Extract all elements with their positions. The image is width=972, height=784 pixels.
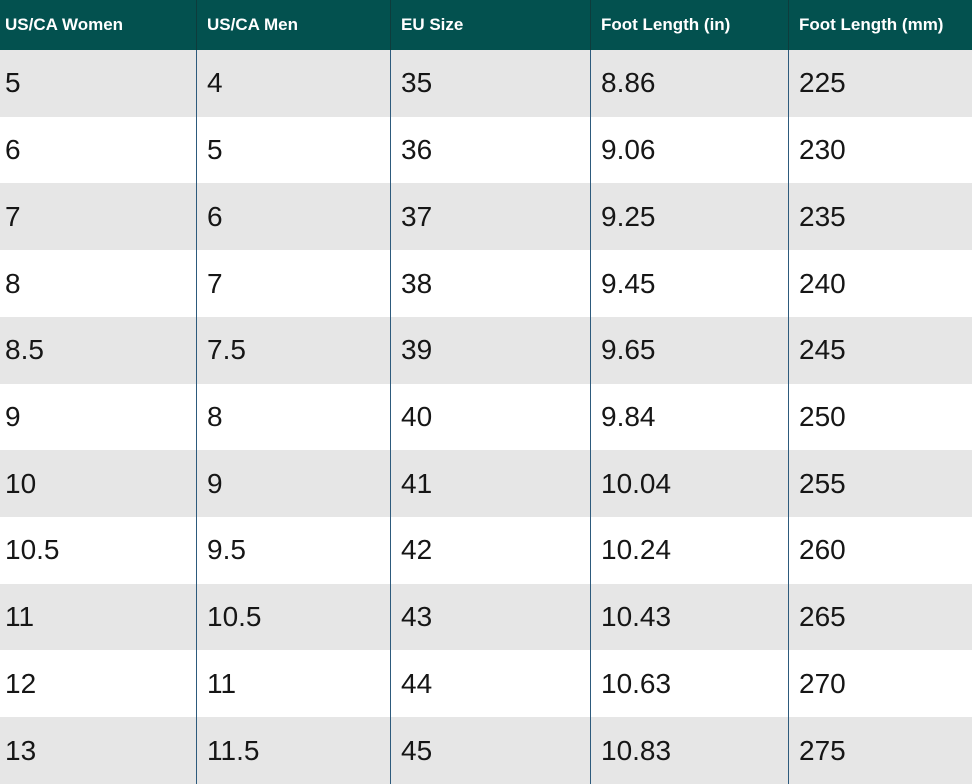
table-cell: 38 — [390, 250, 590, 317]
table-cell: 11 — [196, 650, 390, 718]
table-cell: 8.5 — [0, 316, 196, 384]
table-cell: 9 — [196, 450, 390, 518]
table-cell: 270 — [788, 650, 972, 718]
table-cell: 37 — [390, 183, 590, 251]
table-cell: 45 — [390, 717, 590, 784]
table-cell: 7 — [0, 183, 196, 251]
column-header: EU Size — [390, 0, 590, 50]
table-cell: 40 — [390, 383, 590, 451]
table-cell: 42 — [390, 517, 590, 584]
table-cell: 5 — [0, 50, 196, 117]
table-cell: 44 — [390, 650, 590, 718]
table-cell: 9.25 — [590, 183, 788, 251]
table-cell: 8 — [0, 250, 196, 317]
table-cell: 39 — [390, 316, 590, 384]
table-cell: 11 — [0, 583, 196, 651]
table-cell: 41 — [390, 450, 590, 518]
table-cell: 35 — [390, 50, 590, 117]
table-cell: 10.63 — [590, 650, 788, 718]
table-cell: 10.83 — [590, 717, 788, 784]
table-cell: 265 — [788, 583, 972, 651]
table-cell: 255 — [788, 450, 972, 518]
table-cell: 13 — [0, 717, 196, 784]
table-cell: 12 — [0, 650, 196, 718]
table-cell: 8 — [196, 383, 390, 451]
table-cell: 43 — [390, 583, 590, 651]
column-header: US/CA Men — [196, 0, 390, 50]
table-cell: 36 — [390, 116, 590, 184]
table-cell: 9.06 — [590, 116, 788, 184]
table-cell: 225 — [788, 50, 972, 117]
table-cell: 245 — [788, 316, 972, 384]
table-cell: 9 — [0, 383, 196, 451]
table-cell: 235 — [788, 183, 972, 251]
table-cell: 240 — [788, 250, 972, 317]
table-cell: 9.45 — [590, 250, 788, 317]
table-cell: 9.84 — [590, 383, 788, 451]
table-cell: 4 — [196, 50, 390, 117]
table-cell: 275 — [788, 717, 972, 784]
table-cell: 11.5 — [196, 717, 390, 784]
table-cell: 10.04 — [590, 450, 788, 518]
table-cell: 10 — [0, 450, 196, 518]
table-cell: 10.43 — [590, 583, 788, 651]
table-cell: 7 — [196, 250, 390, 317]
table-cell: 5 — [196, 116, 390, 184]
column-header: Foot Length (in) — [590, 0, 788, 50]
table-cell: 250 — [788, 383, 972, 451]
table-cell: 7.5 — [196, 316, 390, 384]
table-cell: 8.86 — [590, 50, 788, 117]
table-cell: 10.5 — [0, 517, 196, 584]
column-header: US/CA Women — [0, 0, 196, 50]
table-cell: 9.65 — [590, 316, 788, 384]
column-header: Foot Length (mm) — [788, 0, 972, 50]
table-cell: 260 — [788, 517, 972, 584]
table-cell: 10.24 — [590, 517, 788, 584]
table-cell: 230 — [788, 116, 972, 184]
table-cell: 6 — [196, 183, 390, 251]
table-cell: 6 — [0, 116, 196, 184]
table-cell: 9.5 — [196, 517, 390, 584]
table-cell: 10.5 — [196, 583, 390, 651]
